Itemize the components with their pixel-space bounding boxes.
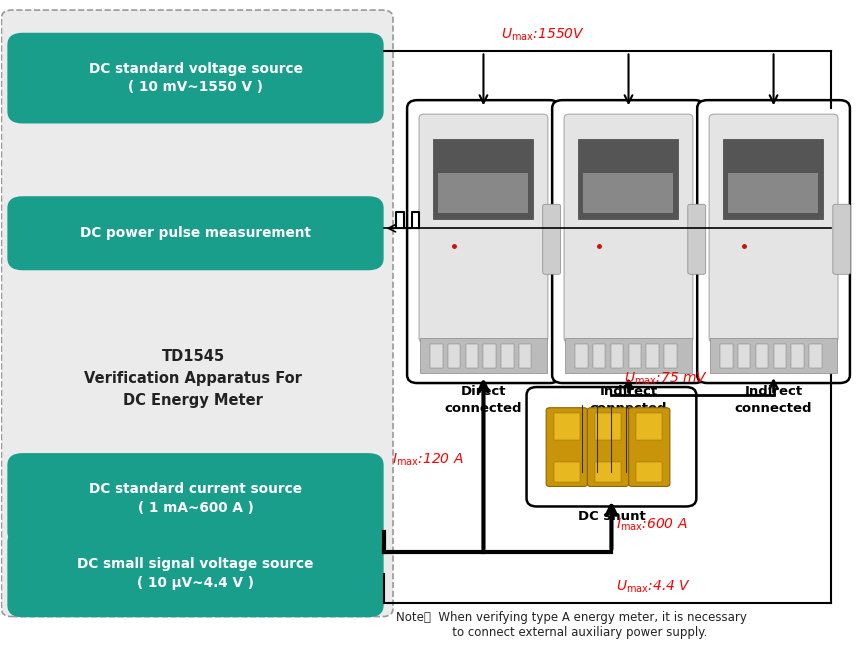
Bar xyxy=(774,344,786,368)
FancyBboxPatch shape xyxy=(419,114,548,342)
Bar xyxy=(646,344,659,368)
FancyBboxPatch shape xyxy=(437,173,528,212)
FancyBboxPatch shape xyxy=(420,338,547,373)
FancyBboxPatch shape xyxy=(2,10,393,616)
Bar xyxy=(664,344,676,368)
FancyBboxPatch shape xyxy=(587,408,628,486)
FancyBboxPatch shape xyxy=(688,204,705,274)
Text: TD1545
Verification Apparatus For
DC Energy Meter: TD1545 Verification Apparatus For DC Ene… xyxy=(85,348,302,408)
Bar xyxy=(738,344,751,368)
Bar xyxy=(791,344,804,368)
Bar xyxy=(502,344,514,368)
Text: DC power pulse measurement: DC power pulse measurement xyxy=(80,226,311,241)
Text: DC standard voltage source
( 10 mV~1550 V ): DC standard voltage source ( 10 mV~1550 … xyxy=(88,62,302,94)
Text: Indirect
connected: Indirect connected xyxy=(734,385,812,415)
FancyBboxPatch shape xyxy=(595,462,621,482)
FancyBboxPatch shape xyxy=(8,453,383,544)
Text: DC shunt: DC shunt xyxy=(578,511,645,523)
FancyBboxPatch shape xyxy=(543,204,561,274)
FancyBboxPatch shape xyxy=(554,462,580,482)
FancyBboxPatch shape xyxy=(710,338,837,373)
Text: Note：  When verifying type A energy meter, it is necessary
               to con: Note： When verifying type A energy meter… xyxy=(395,610,746,639)
Bar xyxy=(756,344,768,368)
Bar xyxy=(593,344,605,368)
Bar xyxy=(430,344,443,368)
Text: Direct
connected: Direct connected xyxy=(445,385,522,415)
FancyBboxPatch shape xyxy=(432,139,533,218)
Text: DC small signal voltage source
( 10 μV~4.4 V ): DC small signal voltage source ( 10 μV~4… xyxy=(77,557,313,590)
FancyBboxPatch shape xyxy=(407,100,560,383)
FancyBboxPatch shape xyxy=(697,100,850,383)
Bar xyxy=(519,344,532,368)
FancyBboxPatch shape xyxy=(833,204,851,274)
FancyBboxPatch shape xyxy=(546,408,587,486)
FancyBboxPatch shape xyxy=(583,173,674,212)
Text: $U_{\rm max}$:75 mV: $U_{\rm max}$:75 mV xyxy=(624,370,709,387)
Bar xyxy=(575,344,587,368)
Bar xyxy=(466,344,479,368)
Text: $I_{\rm max}$:600 A: $I_{\rm max}$:600 A xyxy=(615,517,687,533)
FancyBboxPatch shape xyxy=(636,413,663,440)
FancyBboxPatch shape xyxy=(636,462,663,482)
FancyBboxPatch shape xyxy=(628,408,670,486)
FancyBboxPatch shape xyxy=(8,196,383,270)
FancyBboxPatch shape xyxy=(722,139,823,218)
FancyBboxPatch shape xyxy=(728,173,818,212)
FancyBboxPatch shape xyxy=(564,114,693,342)
FancyBboxPatch shape xyxy=(526,387,696,507)
Text: DC standard current source
( 1 mA~600 A ): DC standard current source ( 1 mA~600 A … xyxy=(89,482,302,515)
FancyBboxPatch shape xyxy=(554,413,580,440)
FancyBboxPatch shape xyxy=(565,338,692,373)
Bar xyxy=(628,344,641,368)
FancyBboxPatch shape xyxy=(709,114,838,342)
Bar xyxy=(610,344,623,368)
FancyBboxPatch shape xyxy=(578,139,679,218)
Bar xyxy=(448,344,461,368)
FancyBboxPatch shape xyxy=(552,100,704,383)
Text: $U_{\rm max}$:4.4 V: $U_{\rm max}$:4.4 V xyxy=(615,579,691,595)
FancyBboxPatch shape xyxy=(595,413,621,440)
Text: $U_{\rm max}$:1550V: $U_{\rm max}$:1550V xyxy=(501,27,585,44)
Bar xyxy=(484,344,496,368)
FancyBboxPatch shape xyxy=(8,33,383,123)
FancyBboxPatch shape xyxy=(8,530,383,617)
Bar xyxy=(809,344,822,368)
Text: Indirect
connected: Indirect connected xyxy=(590,385,668,415)
Bar xyxy=(720,344,733,368)
Text: $I_{\rm max}$:120 A: $I_{\rm max}$:120 A xyxy=(392,452,464,468)
